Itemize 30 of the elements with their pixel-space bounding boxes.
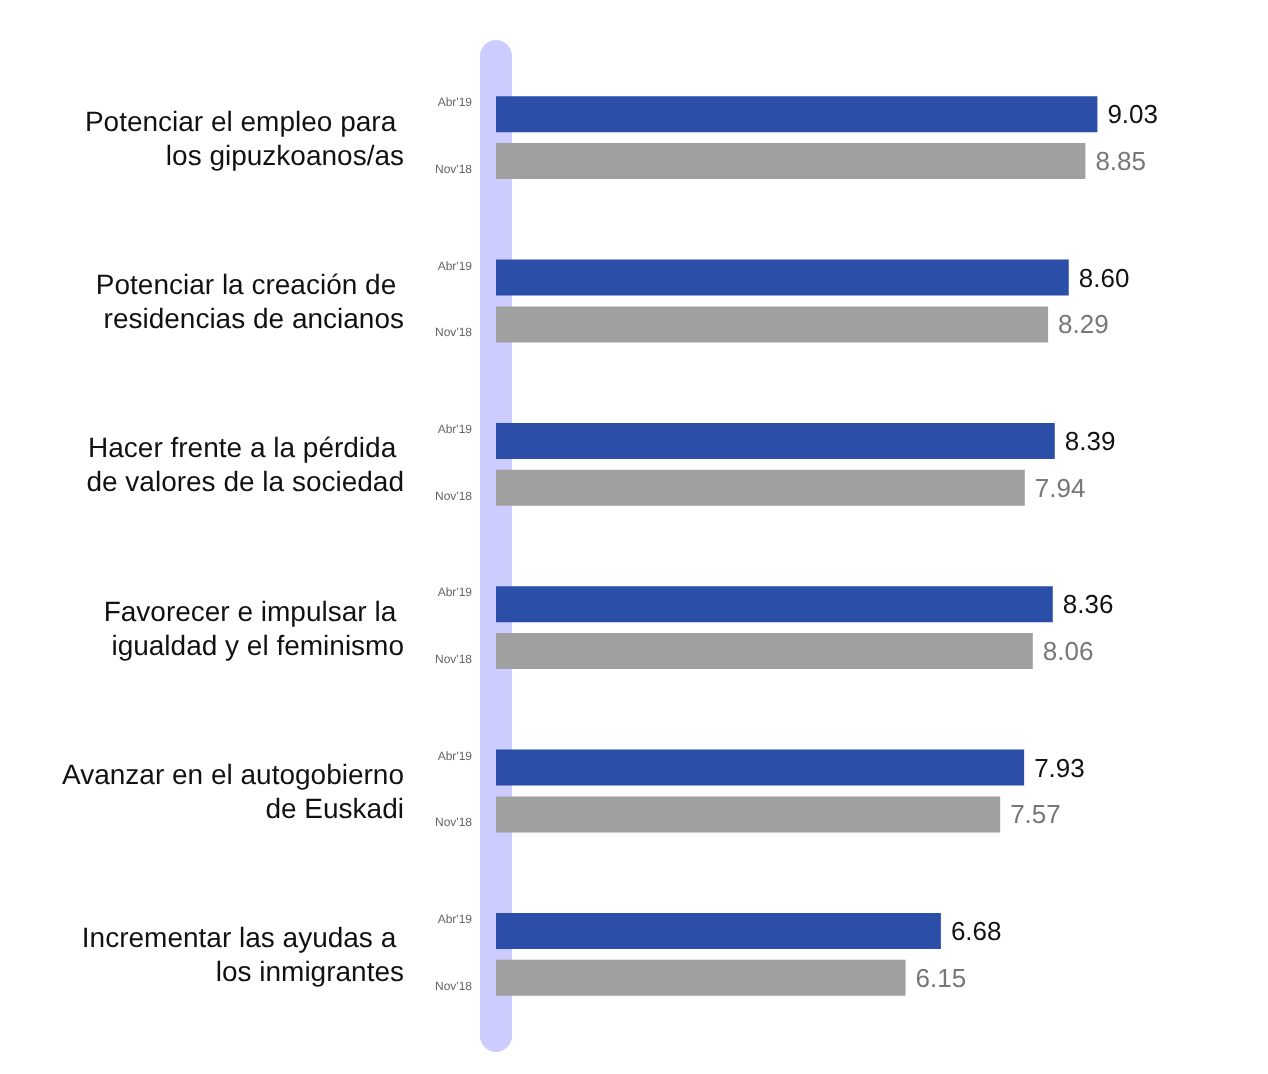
data-label: 7.94 bbox=[1034, 472, 1086, 503]
data-label: 6.68 bbox=[950, 915, 1002, 946]
data-label: 9.03 bbox=[1107, 99, 1159, 130]
data-label: 7.93 bbox=[1034, 752, 1085, 783]
bar bbox=[496, 143, 1086, 180]
y-tick-label: Incrementar las ayudas a los inmigrantes bbox=[81, 921, 404, 988]
bar bbox=[496, 306, 1049, 343]
bar bbox=[496, 912, 941, 949]
y-tick-label: Potenciar el empleo para los gipuzkoanos/as bbox=[84, 104, 404, 171]
data-label: 7.57 bbox=[1010, 799, 1061, 830]
bar bbox=[496, 96, 1098, 133]
data-label: 6.15 bbox=[915, 962, 967, 993]
bar bbox=[496, 259, 1069, 296]
y-tick-label: Avanzar en el autogobierno de Euskadi bbox=[62, 758, 405, 824]
data-label: 8.60 bbox=[1078, 262, 1130, 293]
y-tick-label: Favorecer e impulsar la igualdad y el feminismo bbox=[103, 594, 405, 661]
data-label: 8.06 bbox=[1042, 636, 1094, 667]
bar bbox=[496, 586, 1053, 623]
data-label: 8.39 bbox=[1064, 425, 1116, 456]
bar bbox=[496, 633, 1033, 670]
y-tick-label: Potenciar la creación de residencias de ancianos bbox=[95, 268, 404, 334]
data-label: 8.29 bbox=[1058, 309, 1109, 340]
bar bbox=[496, 796, 1001, 833]
bar bbox=[496, 749, 1025, 786]
y-tick-label: Hacer frente a la pérdida de valores de la sociedad bbox=[86, 431, 404, 498]
bar bbox=[496, 422, 1055, 459]
data-label: 8.36 bbox=[1062, 589, 1114, 620]
bar bbox=[496, 959, 906, 996]
bar bbox=[496, 469, 1025, 506]
data-label: 8.85 bbox=[1095, 146, 1147, 177]
